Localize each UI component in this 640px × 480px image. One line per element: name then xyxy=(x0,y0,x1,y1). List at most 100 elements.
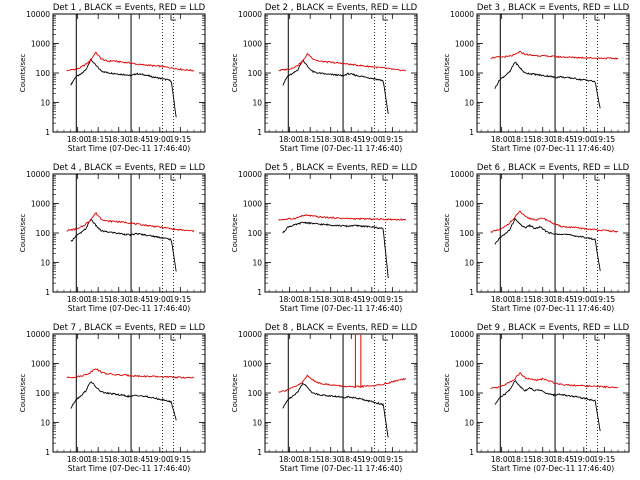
detector-panel-3: Det 3 , BLACK = Events, RED = LLD 1 10 100 1… xyxy=(443,3,630,153)
x-tick-label: 18:45 xyxy=(340,295,362,304)
y-axis-label: Counts/sec xyxy=(231,374,239,413)
y-tick-label: 10 xyxy=(464,259,474,268)
x-tick-label: 18:45 xyxy=(552,135,574,144)
x-tick-label: 19:00 xyxy=(573,295,595,304)
detector-panel-7: Det 7 , BLACK = Events, RED = LLD 1 10 100 1… xyxy=(19,323,206,473)
lld-series-line xyxy=(490,51,619,60)
x-tick-label: 19:00 xyxy=(149,295,171,304)
y-tick-label: 1 xyxy=(257,128,262,137)
x-tick-label: 18:15 xyxy=(299,455,321,464)
y-tick-label: 1000 xyxy=(455,360,474,369)
x-tick-label: 18:15 xyxy=(511,455,533,464)
detector-panel-4: Det 4 , BLACK = Events, RED = LLD 1 10 100 1… xyxy=(19,163,206,313)
y-tick-label: 1000 xyxy=(243,200,262,209)
y-tick-label: 1000 xyxy=(455,200,474,209)
y-tick-label: 1 xyxy=(469,448,474,457)
x-axis-label: Start Time (07-Dec-11 17:46:40) xyxy=(68,144,190,153)
y-tick-label: 100 xyxy=(36,229,51,238)
corner-marker xyxy=(382,15,388,21)
y-tick-label: 1 xyxy=(45,128,50,137)
x-tick-label: 18:45 xyxy=(128,295,150,304)
events-series-line xyxy=(494,61,601,109)
x-tick-label: 19:15 xyxy=(382,295,404,304)
y-tick-label: 100 xyxy=(460,69,475,78)
y-tick-label: 10000 xyxy=(26,170,50,179)
events-series-line xyxy=(282,221,389,279)
lld-series-line xyxy=(66,368,195,379)
x-axis-label: Start Time (07-Dec-11 17:46:40) xyxy=(280,464,402,473)
x-tick-label: 18:30 xyxy=(532,295,554,304)
y-tick-label: 1 xyxy=(469,128,474,137)
x-tick-label: 18:30 xyxy=(320,135,342,144)
panel-title: Det 3 , BLACK = Events, RED = LLD xyxy=(477,3,630,13)
x-tick-label: 19:15 xyxy=(382,455,404,464)
lld-series-line xyxy=(278,52,407,72)
y-tick-label: 100 xyxy=(460,229,475,238)
x-tick-label: 19:00 xyxy=(361,135,383,144)
y-tick-label: 10 xyxy=(252,419,262,428)
x-tick-label: 18:00 xyxy=(279,295,301,304)
x-tick-label: 19:15 xyxy=(170,295,192,304)
events-series-line xyxy=(70,58,177,118)
plot-frame xyxy=(264,173,418,293)
events-series-line xyxy=(282,382,389,438)
y-tick-label: 1000 xyxy=(243,360,262,369)
x-axis-label: Start Time (07-Dec-11 17:46:40) xyxy=(492,464,614,473)
y-tick-label: 1000 xyxy=(243,40,262,49)
x-axis-label: Start Time (07-Dec-11 17:46:40) xyxy=(280,144,402,153)
y-axis-label: Counts/sec xyxy=(231,54,239,93)
panel-title: Det 2 , BLACK = Events, RED = LLD xyxy=(265,3,418,13)
y-tick-label: 1000 xyxy=(455,40,474,49)
x-tick-label: 18:30 xyxy=(108,295,130,304)
x-tick-label: 19:00 xyxy=(361,455,383,464)
x-tick-label: 18:00 xyxy=(491,295,513,304)
y-tick-label: 10000 xyxy=(450,330,474,339)
corner-marker xyxy=(170,335,176,341)
panel-title: Det 1 , BLACK = Events, RED = LLD xyxy=(53,3,206,13)
lld-series-line xyxy=(490,210,618,233)
x-tick-label: 18:15 xyxy=(87,455,109,464)
y-tick-label: 100 xyxy=(248,69,263,78)
x-tick-label: 19:00 xyxy=(149,135,171,144)
x-tick-label: 18:15 xyxy=(511,135,533,144)
detector-panel-2: Det 2 , BLACK = Events, RED = LLD 1 10 100 1… xyxy=(231,3,418,153)
x-tick-label: 18:00 xyxy=(491,455,513,464)
x-tick-label: 18:00 xyxy=(279,455,301,464)
y-tick-label: 10 xyxy=(40,99,50,108)
events-series-line xyxy=(494,379,601,432)
y-tick-label: 1 xyxy=(45,288,50,297)
x-tick-label: 18:30 xyxy=(532,455,554,464)
x-tick-label: 18:15 xyxy=(87,135,109,144)
y-tick-label: 10 xyxy=(464,99,474,108)
lld-series-line xyxy=(66,51,195,72)
y-axis-label: Counts/sec xyxy=(19,54,27,93)
detector-panel-1: Det 1 , BLACK = Events, RED = LLD 1 10 100 1… xyxy=(19,3,206,153)
corner-marker xyxy=(170,175,176,181)
corner-marker xyxy=(382,335,388,341)
x-tick-label: 18:30 xyxy=(108,135,130,144)
y-tick-label: 10000 xyxy=(450,10,474,19)
detector-panel-5: Det 5 , BLACK = Events, RED = LLD 1 10 100 1… xyxy=(231,163,418,313)
events-series-line xyxy=(70,381,177,421)
y-tick-label: 10000 xyxy=(26,10,50,19)
y-tick-label: 1 xyxy=(469,288,474,297)
x-tick-label: 19:15 xyxy=(170,135,192,144)
lld-series-line xyxy=(66,211,195,233)
y-tick-label: 100 xyxy=(460,389,475,398)
detector-panel-6: Det 6 , BLACK = Events, RED = LLD 1 10 100 1… xyxy=(443,163,630,313)
y-tick-label: 10 xyxy=(40,419,50,428)
x-tick-label: 18:45 xyxy=(128,135,150,144)
y-tick-label: 10 xyxy=(40,259,50,268)
x-tick-label: 19:15 xyxy=(170,455,192,464)
y-tick-label: 10 xyxy=(464,419,474,428)
x-tick-label: 18:00 xyxy=(67,135,89,144)
y-axis-label: Counts/sec xyxy=(443,374,451,413)
events-series-line xyxy=(70,218,177,272)
corner-marker xyxy=(594,335,600,341)
lld-series-line xyxy=(278,214,407,221)
x-tick-label: 18:30 xyxy=(108,455,130,464)
x-tick-label: 18:45 xyxy=(128,455,150,464)
events-series-line xyxy=(282,59,389,114)
panel-title: Det 9 , BLACK = Events, RED = LLD xyxy=(477,323,630,333)
panel-title: Det 4 , BLACK = Events, RED = LLD xyxy=(53,163,206,173)
